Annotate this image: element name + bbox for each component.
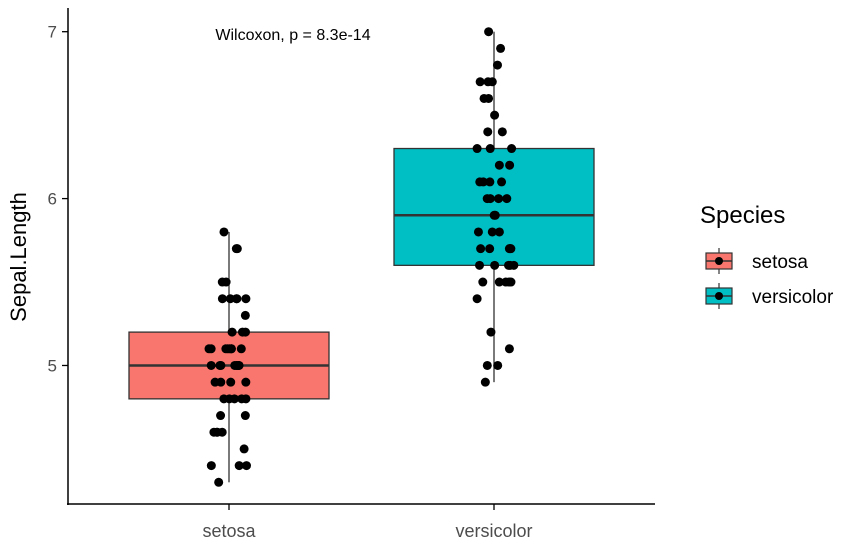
data-point — [472, 144, 482, 154]
data-point — [237, 327, 247, 337]
data-point — [239, 444, 249, 454]
data-point — [504, 277, 514, 287]
data-point — [221, 344, 231, 354]
data-point — [221, 277, 231, 287]
data-point — [206, 360, 216, 370]
data-point — [489, 210, 499, 220]
data-point — [494, 160, 504, 170]
data-point — [484, 27, 494, 37]
data-point — [475, 77, 485, 87]
data-point — [475, 177, 485, 187]
data-point — [227, 327, 237, 337]
data-point — [478, 277, 488, 287]
data-point — [490, 260, 500, 270]
data-point — [224, 394, 234, 404]
y-axis-label: Sepal.Length — [6, 192, 31, 322]
data-point — [241, 394, 251, 404]
data-point — [490, 110, 500, 120]
data-point — [217, 294, 227, 304]
data-point — [240, 310, 250, 320]
data-point — [206, 344, 216, 354]
y-tick-label: 7 — [48, 23, 57, 42]
data-point — [216, 411, 226, 421]
legend-key-point — [715, 292, 723, 300]
data-point — [496, 43, 506, 53]
data-point — [233, 360, 243, 370]
data-point — [486, 327, 496, 337]
legend-item-setosa: setosa — [705, 248, 808, 274]
legend-title: Species — [700, 202, 785, 229]
data-point — [485, 194, 495, 204]
legend-label: versicolor — [752, 287, 834, 308]
data-point — [509, 260, 519, 270]
data-point — [485, 177, 495, 187]
legend: Species setosa versicolor — [700, 202, 834, 309]
data-point — [472, 294, 482, 304]
data-point — [480, 377, 490, 387]
data-point — [212, 427, 222, 437]
data-point — [502, 194, 512, 204]
legend-key-point — [715, 257, 723, 265]
data-point — [241, 294, 251, 304]
data-point — [234, 461, 244, 471]
data-point — [214, 477, 224, 487]
data-point — [215, 360, 225, 370]
data-point — [241, 377, 251, 387]
legend-label: setosa — [752, 252, 808, 273]
data-point — [231, 244, 241, 254]
x-tick-label: setosa — [202, 521, 256, 541]
data-point — [475, 260, 485, 270]
data-point — [494, 194, 504, 204]
data-point — [476, 244, 486, 254]
data-point — [232, 294, 242, 304]
data-point — [505, 244, 515, 254]
plot-area — [128, 27, 595, 487]
data-point — [240, 411, 250, 421]
data-point — [485, 244, 495, 254]
legend-item-versicolor: versicolor — [705, 283, 834, 309]
y-tick-label: 6 — [48, 190, 57, 209]
data-point — [497, 177, 507, 187]
x-ticks: setosa versicolor — [202, 504, 533, 541]
data-point — [482, 360, 492, 370]
data-point — [492, 60, 502, 70]
data-point — [206, 461, 216, 471]
data-point — [226, 377, 236, 387]
wilcoxon-annotation: Wilcoxon, p = 8.3e-14 — [215, 27, 370, 44]
data-point — [479, 93, 489, 103]
data-point — [497, 127, 507, 137]
data-point — [494, 277, 504, 287]
x-tick-label: versicolor — [455, 521, 532, 541]
data-point — [493, 360, 503, 370]
points-versicolor — [472, 27, 519, 387]
data-point — [216, 377, 226, 387]
data-point — [483, 127, 493, 137]
data-point — [483, 77, 493, 87]
data-point — [219, 227, 229, 237]
y-ticks: 5 6 7 — [48, 23, 68, 375]
data-point — [494, 227, 504, 237]
data-point — [473, 227, 483, 237]
box-body — [393, 147, 595, 266]
data-point — [236, 344, 246, 354]
data-point — [487, 227, 497, 237]
data-point — [504, 344, 514, 354]
y-tick-label: 5 — [48, 356, 57, 375]
data-point — [241, 461, 251, 471]
data-point — [505, 160, 515, 170]
box-versicolor — [393, 31, 595, 383]
points-setosa — [204, 227, 251, 487]
box-setosa — [128, 231, 330, 483]
data-point — [485, 144, 495, 154]
data-point — [507, 144, 517, 154]
